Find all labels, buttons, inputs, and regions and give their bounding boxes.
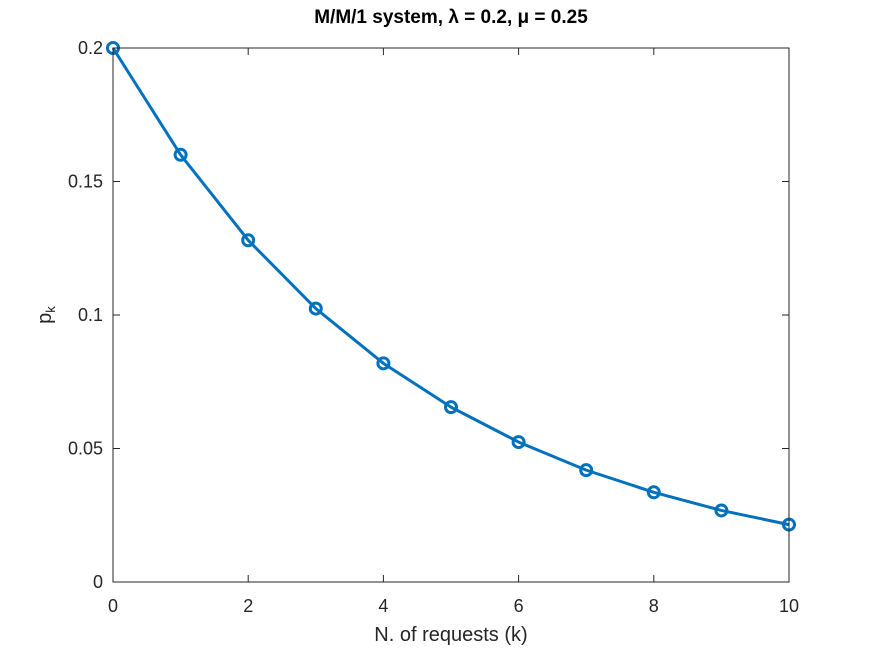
data-point <box>444 400 458 415</box>
x-tick-label: 10 <box>779 596 799 616</box>
data-point <box>579 463 594 478</box>
data-point <box>714 503 729 518</box>
y-axis-title-subscript: k <box>43 306 58 313</box>
x-axis-title: N. of requests (k) <box>374 624 527 646</box>
chart-title: M/M/1 system, λ = 0.2, μ = 0.25 <box>314 7 588 28</box>
y-tick-label: 0.1 <box>78 305 103 325</box>
x-tick-label: 6 <box>514 596 524 616</box>
y-axis-title-main: p <box>34 313 56 324</box>
data-point <box>511 435 526 450</box>
data-point <box>308 301 323 316</box>
y-axis-title: pk <box>34 306 58 324</box>
y-tick-label: 0.05 <box>68 439 103 459</box>
x-tick-label: 2 <box>243 596 253 616</box>
x-tick-label: 0 <box>108 596 118 616</box>
data-point <box>646 485 661 500</box>
y-tick-label: 0 <box>93 572 103 592</box>
data-point <box>173 147 188 162</box>
data-point <box>376 356 391 371</box>
series-line <box>111 47 790 527</box>
y-axis-ticks: 0 0.05 0.1 0.15 0.2 <box>68 38 789 592</box>
data-point <box>241 233 256 248</box>
plot-area <box>113 48 789 582</box>
y-tick-label: 0.2 <box>78 38 103 58</box>
x-tick-label: 8 <box>649 596 659 616</box>
y-tick-label: 0.15 <box>68 172 103 192</box>
x-axis-ticks: 0 2 4 6 8 10 <box>108 48 799 616</box>
x-tick-label: 4 <box>378 596 388 616</box>
